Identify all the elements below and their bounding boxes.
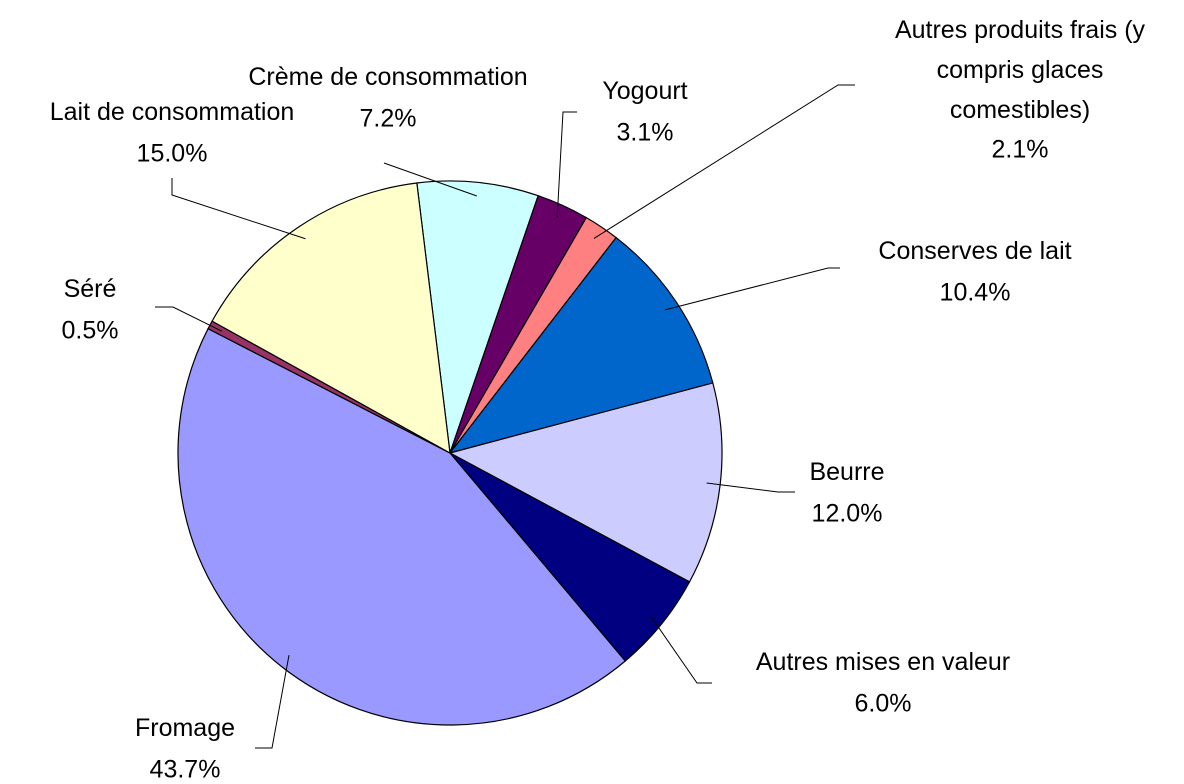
leader-line [650,615,712,684]
pie-slice [177,327,627,726]
pie-slice [448,236,714,455]
label-line: Yogourt [602,77,687,105]
slice-value-label: 12.0% [812,500,883,528]
slice-label: Autres mises en valeur [756,648,1010,676]
leader-line [383,162,477,197]
label-line: Beurre [809,458,884,486]
leader-line [155,306,223,332]
slice-label: Autres produits frais (y compris glaces co… [895,16,1146,124]
label-line: Lait de consommation [50,98,295,126]
label-line: Fromage [135,714,235,742]
slice-label: Conserves de lait [878,237,1071,265]
slice-value-label: 7.2% [360,105,417,133]
slice-value-label: 6.0% [855,690,912,718]
slice-label: Yogourt [602,77,687,105]
slice-value-label: 43.7% [150,756,221,784]
slice-value-label: 10.4% [940,279,1011,307]
leader-line [556,111,577,218]
leader-line [593,84,855,239]
leader-line [665,267,840,311]
label-line: Conserves de lait [878,237,1071,265]
label-line: comestibles) [950,96,1090,124]
label-line: Crème de consommation [248,63,527,91]
slice-value-label: 2.1% [992,136,1049,164]
slice-label: Crème de consommation [248,63,527,91]
slice-label: Fromage [135,714,235,742]
pie-slice [211,182,451,455]
leader-line [706,482,795,493]
slice-value-label: 15.0% [137,140,208,168]
slice-label: Beurre [809,458,884,486]
slice-value-label: 3.1% [617,119,674,147]
label-line: Séré [64,275,117,303]
slice-label: Lait de consommation [50,98,295,126]
label-line: Autres produits frais (y [895,16,1146,44]
slice-value-label: 0.5% [62,317,119,345]
leader-line [255,655,290,749]
leader-line [171,178,306,240]
pie-slice [416,180,539,454]
label-line: Autres mises en valeur [756,648,1010,676]
label-line: compris glaces [937,56,1104,84]
slice-label: Séré [64,275,117,303]
